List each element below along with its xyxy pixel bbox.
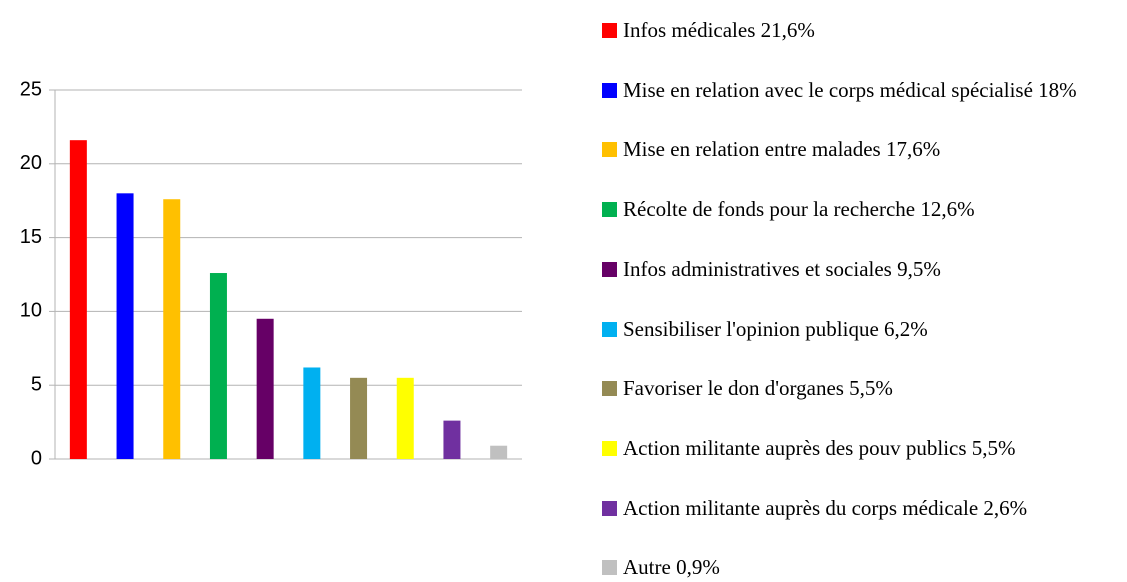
legend-label: Infos administratives et sociales 9,5%: [623, 256, 941, 281]
legend-entry: Action militante auprès des pouv publics…: [602, 433, 1125, 463]
legend-swatch: [602, 500, 617, 516]
bar: [490, 445, 508, 459]
legend-label: Favoriser le don d'organes 5,5%: [623, 376, 893, 401]
bar: [163, 199, 181, 459]
legend-entry: Favoriser le don d'organes 5,5%: [602, 373, 1125, 403]
legend-entry: Autre 0,9%: [602, 552, 1125, 582]
y-tick-label: 20: [20, 152, 42, 174]
legend-swatch: [602, 381, 617, 397]
legend-entry: Sensibiliser l'opinion publique 6,2%: [602, 314, 1125, 344]
y-tick-label: 10: [20, 300, 42, 322]
legend-label: Mise en relation avec le corps médical s…: [623, 77, 1077, 102]
legend-swatch: [602, 82, 617, 98]
legend-swatch: [602, 261, 617, 277]
bar: [350, 377, 368, 459]
chart: 0 5 10 15 20 25: [20, 78, 522, 469]
legend-entry: Mise en relation avec le corps médical s…: [602, 75, 1125, 105]
legend-swatch: [602, 440, 617, 456]
legend-swatch: [602, 23, 617, 38]
legend-label: Infos médicales 21,6%: [623, 18, 815, 42]
legend-label: Récolte de fonds pour la recherche 12,6%: [623, 197, 975, 222]
legend-entry: Action militante auprès du corps médical…: [602, 493, 1125, 523]
bar: [443, 420, 461, 459]
y-tick-label: 15: [20, 226, 42, 248]
legend-label: Autre 0,9%: [623, 555, 720, 580]
legend-entry: Infos médicales 21,6%: [602, 15, 1125, 45]
y-tick-label: 0: [31, 447, 42, 469]
y-tick-label: 5: [31, 373, 42, 395]
legend-swatch: [602, 202, 617, 218]
legend-entry: Infos administratives et sociales 9,5%: [602, 254, 1125, 284]
legend-label: Mise en relation entre malades 17,6%: [623, 137, 941, 162]
legend-label: Action militante auprès du corps médical…: [623, 495, 1028, 520]
legend-swatch: [602, 321, 617, 337]
bar: [256, 318, 274, 459]
legend-entry: Récolte de fonds pour la recherche 12,6%: [602, 194, 1125, 224]
bar: [69, 140, 87, 459]
bar: [396, 377, 414, 459]
legend-swatch: [602, 560, 617, 576]
legend-swatch: [602, 142, 617, 158]
legend-label: Sensibiliser l'opinion publique 6,2%: [623, 316, 928, 341]
bar: [116, 193, 134, 459]
legend-entry: Mise en relation entre malades 17,6%: [602, 134, 1125, 164]
legend-label: Action militante auprès des pouv publics…: [623, 435, 1016, 460]
y-tick-label: 25: [20, 78, 42, 100]
bar: [303, 367, 321, 459]
bar: [209, 273, 227, 459]
